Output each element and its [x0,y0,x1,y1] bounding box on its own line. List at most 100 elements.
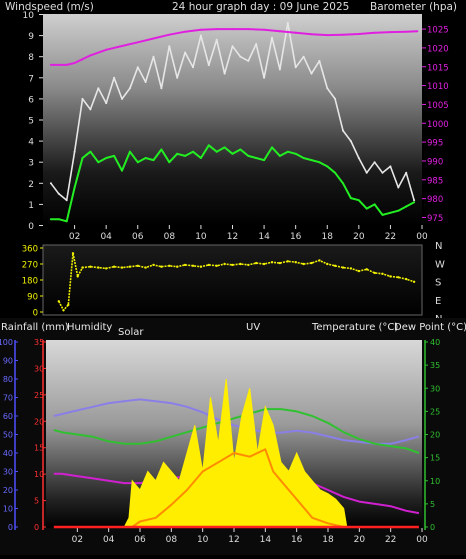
gust-point [302,55,305,58]
gust-point [49,182,52,185]
panel-2-plot [42,244,423,316]
barometer-point [89,54,92,57]
rainfall-label: Rainfall (mm) [1,322,69,333]
gust-point [128,87,131,90]
wind_avg-point [294,152,297,155]
gust-point [176,76,179,79]
wind_avg-point [389,211,392,214]
wind_avg-point [405,205,408,208]
gust-point [326,87,329,90]
wind_direction-point [389,275,392,278]
gust-point [318,59,321,62]
barometer-tick-label: 1025 [427,26,449,36]
windspeed-tick-label: 5 [28,117,34,127]
gust-point [160,87,163,90]
hour-tick-label: 12 [227,232,238,242]
barometer-tick-label: 985 [427,176,443,186]
wind_avg-point [128,150,131,153]
wind_direction-point [357,269,360,273]
wind_avg-point [223,146,226,149]
wind_avg-point [152,159,155,162]
barometer-point [65,63,68,66]
hour-tick-label: 16 [291,535,303,545]
humidity-line [53,398,420,445]
hour-tick-label: 04 [103,535,115,545]
wind_avg-point [349,197,352,200]
gust-point [405,171,408,174]
wind_avg-point [334,171,337,174]
barometer-point [199,28,202,31]
barometer-tick-label: 1000 [427,120,449,130]
humidity-tick-label: 100 [0,338,13,347]
wind_avg-point [326,165,329,168]
direction-tick-label: 270 [22,261,38,271]
barometer-point [81,58,84,61]
wind_direction-point [349,267,353,270]
barometer-tick-label: 975 [427,214,443,224]
temp-tick-label: 40 [430,338,440,347]
barometer-point [416,30,419,33]
wind_avg-point [73,186,76,189]
gust-point [239,55,242,58]
gust-point [136,66,139,69]
hour-tick-label: 02 [69,232,80,242]
gust-point [271,36,273,39]
wind_direction-point [239,262,242,266]
wind_direction-point [89,265,92,268]
hour-tick-label: 06 [134,535,146,545]
barometer-tick-label: 1020 [427,44,449,54]
wind_avg-point [168,161,171,164]
gust-point [342,129,344,132]
wind_avg-point [113,154,116,157]
humidity-tick-label: 50 [3,431,13,440]
hour-tick-label: 22 [385,535,396,545]
windspeed-tick-label: 0 [28,222,34,232]
windspeed-axis-title: Windspeed (m/s) [5,1,94,13]
gust-point [365,171,368,174]
windspeed-tick-label: 9 [28,32,34,42]
panel-3-hour-labels: 02 04 06 08 10 12 14 16 18 20 22 00 [72,528,428,545]
barometer-point [136,41,139,44]
hour-tick-label: 12 [228,535,239,545]
barometer-tick-label: 990 [427,157,443,167]
hour-tick-label: 08 [164,232,176,242]
dewpoint-label: Dew Point (°C) [394,322,466,333]
hour-tick-label: 00 [416,535,428,545]
hour-tick-label: 22 [385,232,396,242]
gust-point [65,199,68,202]
humidity-tick-label: 0 [8,523,13,532]
hour-tick-label: 00 [416,232,428,242]
hour-tick-label: 02 [72,535,83,545]
barometer-point [184,30,187,33]
graph-title: 24 hour graph day : 09 June 2025 [172,1,349,13]
humidity-tick-label: 70 [3,394,13,403]
wind_direction-point [105,267,108,270]
wind_direction-point [286,260,289,263]
gust-point [413,199,416,202]
barometer-point [152,37,155,40]
wind_direction-point [278,261,282,265]
wind_avg-point [144,157,147,159]
humidity-tick-label: 20 [3,486,13,495]
wind_direction-line [58,253,415,312]
wind_avg-point [310,159,313,162]
wind_avg-point [357,199,360,202]
wind_avg-point [263,159,266,162]
gust-point [231,45,234,48]
wind_direction-point [67,303,70,307]
barometer-point [310,33,313,36]
temp-tick-label: 15 [430,454,440,463]
wind_direction-point [136,264,139,267]
temp-tick-label: 5 [430,500,435,509]
rain-tick-labels: 0 5 10 15 20 25 30 35 [34,338,46,532]
wind_avg-point [207,144,210,147]
wind_direction-point [71,252,75,255]
panel-1-hour-labels: 02 04 06 08 10 12 14 16 18 20 22 00 [69,225,428,242]
compass-label: S [435,278,441,289]
wind_direction-point [223,262,226,266]
wind_avg-point [318,161,321,164]
barometer-tick-labels: 975 980 985 990 995 1000 1005 1010 1015 1020 1025 [422,26,449,224]
wind_direction-point [176,265,179,268]
gust-point [168,45,171,48]
barometer-point [342,33,344,36]
